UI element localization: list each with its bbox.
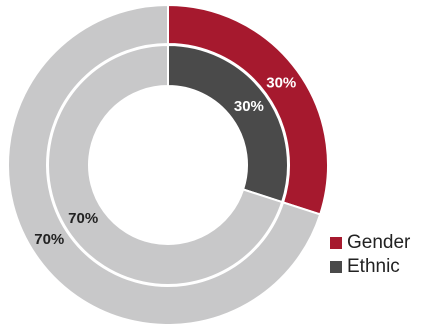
legend-swatch-ethnic — [330, 261, 342, 273]
legend-item-ethnic: Ethnic — [330, 256, 410, 278]
legend-label-ethnic: Ethnic — [347, 256, 400, 277]
legend-label-gender: Gender — [347, 232, 411, 253]
data-label-ethnic-share: 30% — [234, 98, 264, 115]
data-label-gender-share: 30% — [266, 75, 296, 92]
legend-item-gender: Gender — [330, 232, 410, 254]
data-label-ethnic-remainder: 70% — [68, 210, 98, 227]
slice-ethnic-remainder — [47, 43, 284, 286]
data-label-gender-remainder: 70% — [34, 231, 64, 248]
legend-swatch-gender — [330, 237, 342, 249]
legend: Gender Ethnic — [330, 232, 410, 278]
